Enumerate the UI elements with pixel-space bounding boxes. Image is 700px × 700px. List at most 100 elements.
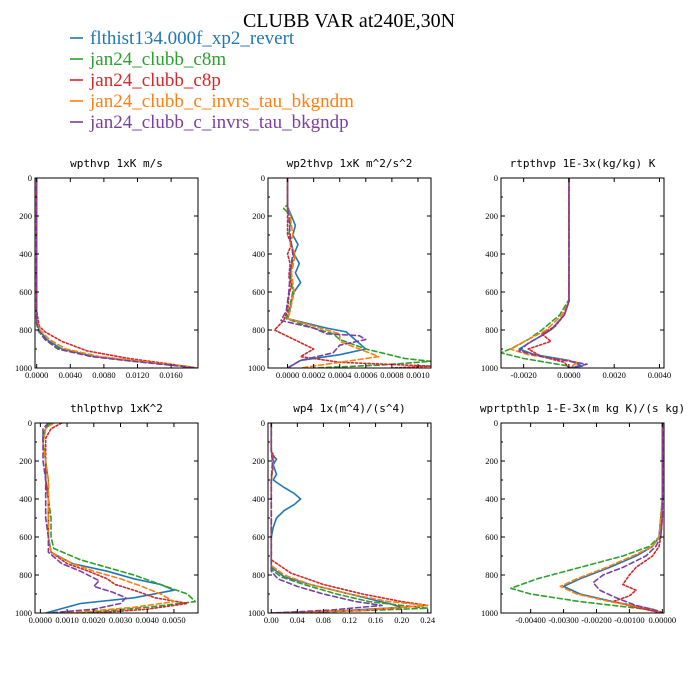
series-line-2 xyxy=(35,178,198,368)
y-tick-label: 1000 xyxy=(481,608,498,618)
y-tick-label: 400 xyxy=(485,249,498,259)
series-group xyxy=(35,178,198,368)
series-line-4 xyxy=(42,423,175,613)
series-line-3 xyxy=(44,423,189,613)
x-tick-label: 0.16 xyxy=(368,615,383,625)
y-tick-label: 1000 xyxy=(15,363,32,373)
y-tick-label: 200 xyxy=(252,211,265,221)
series-line-4 xyxy=(559,423,664,613)
panel-title: wp2thvp 1xK m^2/s^2 xyxy=(287,157,413,170)
y-tick-label: 200 xyxy=(485,456,498,466)
y-tick-label: 600 xyxy=(19,287,32,297)
x-tick-label: 0.0040 xyxy=(648,370,671,380)
y-tick-label: 600 xyxy=(485,287,498,297)
series-line-5 xyxy=(280,178,367,368)
x-tick-label: -0.00300 xyxy=(548,615,578,625)
y-tick-label: 400 xyxy=(485,494,498,504)
x-tick-label: 0.20 xyxy=(394,615,409,625)
x-tick-label: 0.0002 xyxy=(302,370,325,380)
y-tick-label: 0 xyxy=(494,173,498,183)
plot-frame xyxy=(267,422,432,614)
x-tick-label: 0.04 xyxy=(290,615,306,625)
series-line-2 xyxy=(282,178,431,368)
legend-entry: jan24_clubb_c8p xyxy=(89,70,221,91)
series-group xyxy=(42,423,197,613)
series-line-3 xyxy=(273,178,431,368)
series-line-5 xyxy=(270,423,383,613)
plot-frame xyxy=(500,422,665,614)
x-tick-label: 0.0160 xyxy=(159,370,182,380)
y-tick-label: 800 xyxy=(19,325,32,335)
panel-title: wpthvp 1xK m/s xyxy=(70,157,163,170)
series-line-4 xyxy=(509,178,579,368)
series-line-5 xyxy=(42,423,127,613)
x-tick-label: 0.0010 xyxy=(406,370,429,380)
x-tick-label: 0.0006 xyxy=(354,370,377,380)
x-tick-label: 0.0080 xyxy=(92,370,115,380)
panel-title: wp4 1x(m^4)/(s^4) xyxy=(293,402,406,415)
series-line-1 xyxy=(562,423,664,613)
panel-2: wp2thvp 1xK m^2/s^2 0 200 400 600 800 1000 0.00… xyxy=(248,157,432,380)
y-tick-label: 1000 xyxy=(15,608,32,618)
plot-frame xyxy=(500,177,665,369)
series-line-1 xyxy=(35,178,198,368)
series-line-4 xyxy=(35,178,198,368)
y-tick-label: 400 xyxy=(252,249,265,259)
x-tick-label: 0.00000 xyxy=(649,615,677,625)
legend-entry: flthist134.000f_xp2_revert xyxy=(90,28,295,49)
y-tick-label: 0 xyxy=(28,418,32,428)
legend: flthist134.000f_xp2_revert jan24_clubb_c8… xyxy=(70,28,354,133)
x-tick-label: 0.0010 xyxy=(55,615,78,625)
y-tick-label: 1000 xyxy=(481,363,498,373)
y-tick-label: 200 xyxy=(252,456,265,466)
plot-frame xyxy=(267,177,432,369)
y-tick-label: 0 xyxy=(261,173,265,183)
y-tick-label: 400 xyxy=(19,494,32,504)
series-line-1 xyxy=(286,178,367,368)
x-tick-label: 0.00 xyxy=(264,615,279,625)
y-tick-label: 800 xyxy=(252,570,265,580)
x-tick-label: 0.0040 xyxy=(59,370,82,380)
x-tick-label: 0.0050 xyxy=(162,615,185,625)
panel-title: thlpthvp 1xK^2 xyxy=(70,402,163,415)
series-group xyxy=(501,178,588,368)
x-tick-label: 0.0000 xyxy=(25,370,48,380)
x-tick-label: 0.0020 xyxy=(82,615,105,625)
x-tick-label: 0.0120 xyxy=(126,370,149,380)
panel-title: rtpthvp 1E-3x(kg/kg) K xyxy=(510,157,656,170)
x-tick-label: 0.24 xyxy=(420,615,436,625)
y-tick-label: 800 xyxy=(19,570,32,580)
x-tick-label: 0.0020 xyxy=(603,370,626,380)
y-tick-label: 600 xyxy=(252,532,265,542)
y-tick-label: 600 xyxy=(252,287,265,297)
x-tick-label: -0.0020 xyxy=(511,370,537,380)
series-line-2 xyxy=(510,423,664,613)
y-tick-label: 0 xyxy=(261,418,265,428)
x-tick-label: 0.12 xyxy=(342,615,357,625)
panel-6: wprtpthlp 1-E-3x(m kg K)/(s kg) 0 200 400 60… xyxy=(480,402,685,625)
x-tick-label: 0.0008 xyxy=(380,370,403,380)
panel-title: wprtpthlp 1-E-3x(m kg K)/(s kg) xyxy=(480,402,685,415)
y-tick-label: 400 xyxy=(19,249,32,259)
y-tick-label: 800 xyxy=(485,325,498,335)
series-group xyxy=(510,423,664,613)
series-group xyxy=(270,423,429,613)
y-tick-label: 200 xyxy=(485,211,498,221)
y-tick-label: 1000 xyxy=(248,363,265,373)
series-line-3 xyxy=(35,178,196,368)
series-line-2 xyxy=(42,423,197,613)
series-group xyxy=(273,178,431,368)
series-line-5 xyxy=(518,178,588,368)
x-tick-label: 0.0004 xyxy=(328,370,352,380)
y-tick-label: 1000 xyxy=(248,608,265,618)
series-line-1 xyxy=(42,423,175,613)
series-line-5 xyxy=(35,178,198,368)
x-tick-label: -0.00400 xyxy=(515,615,545,625)
series-line-2 xyxy=(270,423,429,613)
series-line-4 xyxy=(270,423,429,613)
legend-entry: jan24_clubb_c_invrs_tau_bkgndm xyxy=(89,91,354,112)
